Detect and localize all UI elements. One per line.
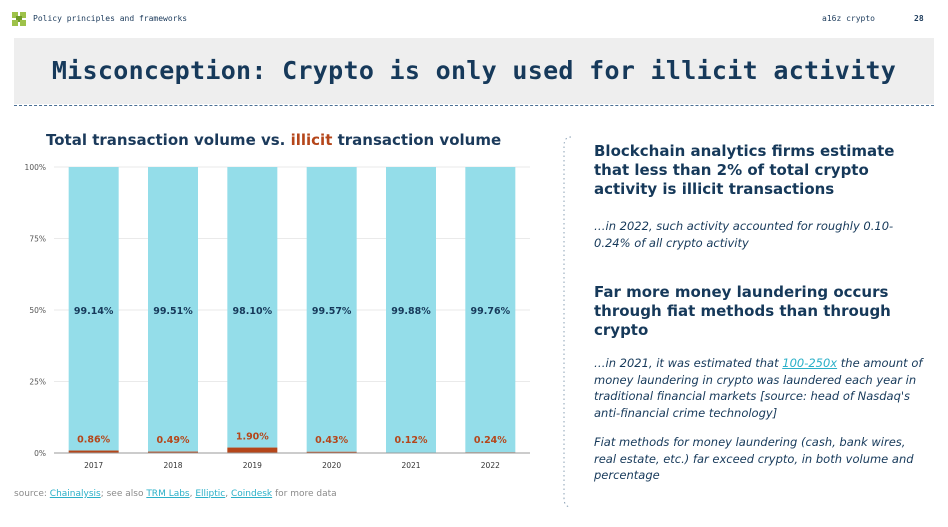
data-label-illicit-2020: 0.43%	[315, 435, 348, 446]
bar-licit-2018	[148, 167, 198, 452]
source-link-chainalysis[interactable]: Chainalysis	[49, 489, 101, 499]
data-label-licit-2022: 99.76%	[471, 306, 511, 317]
data-label-licit-2019: 98.10%	[233, 306, 273, 317]
x-tick-label-2019: 2019	[243, 461, 262, 470]
x-tick-label-2018: 2018	[163, 461, 182, 470]
title-banner: Misconception: Crypto is only used for i…	[14, 38, 934, 104]
bar-licit-2020	[306, 167, 357, 452]
source-link-coindesk[interactable]: Coindesk	[230, 489, 273, 499]
y-tick-label: 100%	[25, 163, 46, 172]
top-bar: Policy principles and frameworks a16z cr…	[0, 0, 948, 34]
source-suffix: for more data	[272, 489, 337, 499]
data-label-illicit-2022: 0.24%	[474, 435, 507, 446]
bar-illicit-2020	[306, 451, 357, 453]
data-label-licit-2021: 99.88%	[391, 306, 431, 317]
y-tick-label: 75%	[29, 235, 46, 244]
data-label-illicit-2018: 0.49%	[157, 435, 190, 446]
x-tick-label-2021: 2021	[401, 461, 420, 470]
x-tick-label-2020: 2020	[322, 461, 341, 470]
chart-title-highlight: illicit	[290, 131, 333, 149]
data-label-illicit-2017: 0.86%	[77, 435, 110, 446]
note-2022-activity: …in 2022, such activity accounted for ro…	[594, 219, 894, 250]
source-middle: ; see also	[100, 489, 147, 499]
chart-title-suffix: transaction volume	[332, 131, 502, 149]
data-label-licit-2018: 99.51%	[153, 306, 193, 317]
data-label-illicit-2019: 1.90%	[236, 432, 269, 443]
bar-illicit-2017	[68, 450, 119, 453]
source-note: source: Chainalysis; see also TRM Labs, …	[14, 489, 337, 499]
title-divider	[14, 105, 934, 106]
source-prefix: source:	[14, 489, 50, 499]
x-tick-label-2017: 2017	[84, 461, 103, 470]
brand-name: a16z crypto	[822, 14, 875, 23]
source-separator: ,	[225, 489, 231, 499]
note-2021-prefix: …in 2021, it was estimated that	[594, 356, 783, 370]
bar-illicit-2018	[148, 451, 198, 453]
data-label-illicit-2021: 0.12%	[395, 435, 428, 446]
source-separator: ,	[189, 489, 196, 499]
estimate-link-100-250x[interactable]: 100-250x	[782, 356, 838, 370]
data-label-licit-2020: 99.57%	[312, 306, 352, 317]
section-label: Policy principles and frameworks	[33, 14, 188, 23]
page-number: 28	[914, 14, 924, 23]
stacked-bar-chart: 0% 25% 50% 75% 100% 99.14% 0.86% 2017 99.51% 0.49…	[25, 163, 530, 470]
y-tick-label: 50%	[29, 306, 46, 315]
bar-illicit-2019	[227, 447, 278, 453]
page-title: Misconception: Crypto is only used for i…	[51, 56, 897, 85]
heading-money-laundering: Far more money laundering occurs through…	[594, 283, 891, 339]
y-tick-label: 0%	[34, 449, 46, 458]
a16z-logo-icon	[12, 12, 26, 26]
y-tick-label: 25%	[29, 378, 46, 387]
source-link-elliptic[interactable]: Elliptic	[195, 489, 226, 499]
data-label-licit-2017: 99.14%	[74, 306, 114, 317]
chart-title-prefix: Total transaction volume vs.	[46, 131, 291, 149]
panel-divider	[563, 136, 572, 508]
note-2021-estimate: …in 2021, it was estimated that 100-250x…	[594, 355, 929, 421]
bar-licit-2022	[465, 167, 516, 453]
note-fiat-methods: Fiat methods for money laundering (cash,…	[594, 435, 914, 482]
note-2021-suffix: the amount of money laundering in crypto…	[594, 356, 923, 420]
heading-illicit-estimate: Blockchain analytics firms estimate that…	[594, 142, 895, 198]
bar-licit-2017	[68, 167, 119, 451]
bar-licit-2019	[227, 167, 278, 448]
x-tick-label-2022: 2022	[481, 461, 500, 470]
bar-licit-2021	[386, 167, 436, 453]
chart-title: Total transaction volume vs. illicit tra…	[46, 131, 501, 149]
source-link-trm-labs[interactable]: TRM Labs	[146, 489, 190, 499]
